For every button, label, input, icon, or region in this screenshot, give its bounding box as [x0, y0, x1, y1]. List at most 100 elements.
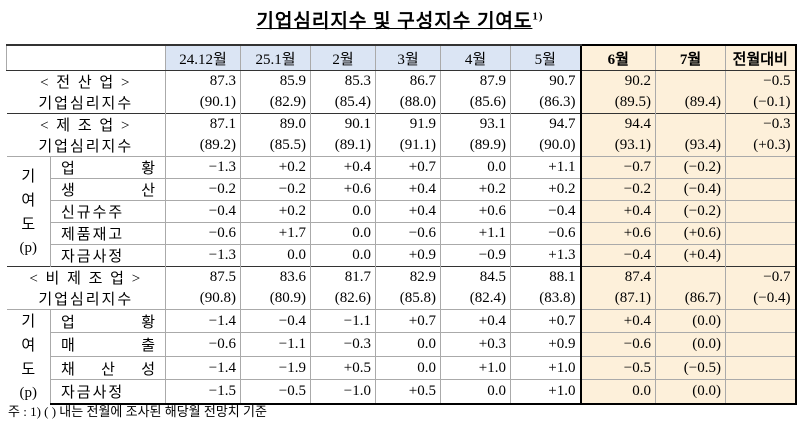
- cell: 0.0: [579, 379, 656, 406]
- cell: −0.4: [510, 200, 581, 223]
- contrib-row: 자금사정 −1.3 0.0 0.0 +0.9 −0.9 +1.3 −0.4 (+0.4): [7, 244, 797, 267]
- contrib-label: 기여도 (p): [6, 309, 51, 404]
- cell: 0.0: [310, 200, 376, 223]
- contrib-row: 자금사정 −1.5 −0.5 −1.0 +0.5 0.0 +1.0 0.0 (0.0): [7, 379, 797, 406]
- cell: −1.3: [165, 244, 241, 267]
- row-label: < 전 산 업 >: [6, 70, 166, 92]
- column-header: 3월: [375, 44, 441, 71]
- title: 기업심리지수 및 구성지수 기여도: [256, 11, 533, 32]
- row-label: 기업심리지수: [38, 96, 134, 112]
- contrib-row: 기여도 (p) 업 황 −1.4 −0.4 −1.1 +0.7 +0.4 +0.7 +0.4 (0.…: [6, 308, 797, 404]
- cell: [725, 308, 797, 333]
- cell: +0.4: [375, 200, 441, 223]
- cell: (−0.1): [725, 92, 797, 114]
- cell: 94.4: [579, 113, 656, 135]
- cell: (83.8): [510, 288, 581, 310]
- cell: −0.5: [240, 379, 311, 406]
- cell: (85.8): [375, 288, 441, 310]
- table-body: 24.12월 25.1월 2월 3월 4월 5월 6월 7월 전월대비 < 전 산 업 >87.3…: [6, 44, 797, 406]
- cell: 83.6: [240, 266, 311, 288]
- cell: [725, 379, 797, 406]
- item-label: 자금사정: [50, 379, 166, 406]
- cell: [655, 266, 726, 288]
- cell: +1.7: [240, 222, 311, 245]
- contrib-row: 채 산 성 −1.4 −1.9 +0.5 0.0 +1.0 +1.0 −0.5 (−0.5): [7, 355, 797, 380]
- cell: +0.2: [440, 178, 511, 201]
- cell: 0.0: [310, 244, 376, 267]
- contrib-row: 생 산 −0.2 −0.2 +0.6 +0.4 +0.2 +0.2 −0.2 (−0.4): [7, 178, 797, 201]
- cell: 0.0: [440, 379, 511, 406]
- cell: −0.7: [725, 266, 797, 288]
- cell: 89.0: [240, 113, 311, 135]
- row-label: 기업심리지수: [38, 292, 134, 308]
- cell: −0.4: [240, 308, 311, 333]
- cell: +0.6: [440, 200, 511, 223]
- cell: +0.7: [375, 308, 441, 333]
- cell: (80.9): [240, 288, 311, 310]
- cell: +0.4: [440, 308, 511, 333]
- cell: −1.3: [165, 156, 241, 179]
- cell: −0.4: [165, 200, 241, 223]
- cell: (89.2): [165, 135, 241, 157]
- contrib-title: 기여도: [21, 168, 36, 233]
- title-note: 1): [532, 10, 544, 23]
- cell: +0.9: [510, 332, 581, 357]
- cell: +1.1: [440, 222, 511, 245]
- cell: 87.3: [165, 70, 241, 92]
- item-label: 제품재고: [50, 222, 166, 245]
- cell: −0.2: [165, 178, 241, 201]
- cell: (−0.5): [655, 355, 726, 380]
- cell: (−0.4): [655, 178, 726, 201]
- cell: +1.0: [440, 355, 511, 380]
- cell: (+0.6): [655, 222, 726, 245]
- cell: 93.1: [440, 113, 511, 135]
- item-label: 매 출: [50, 332, 166, 357]
- cell: −0.2: [240, 178, 311, 201]
- cell: (0.0): [655, 332, 726, 357]
- cell: [725, 156, 797, 179]
- cell: (88.0): [375, 92, 441, 114]
- cell: +0.7: [510, 308, 581, 333]
- cell: 0.0: [375, 355, 441, 380]
- cell: (−0.2): [655, 200, 726, 223]
- cell: [725, 178, 797, 201]
- cell: (89.5): [579, 92, 656, 114]
- cell: −1.0: [310, 379, 376, 406]
- cell: +0.5: [375, 379, 441, 406]
- cell: −1.1: [310, 308, 376, 333]
- cell: −0.4: [579, 244, 656, 267]
- item-label: 자금사정: [50, 244, 166, 267]
- cell: 0.0: [240, 244, 311, 267]
- cell: −0.6: [165, 222, 241, 245]
- cell: −0.5: [579, 355, 656, 380]
- cell: (0.0): [655, 379, 726, 406]
- column-header: 4월: [440, 44, 511, 71]
- header-blank: [6, 44, 166, 71]
- cell: [725, 332, 797, 357]
- cell: −1.9: [240, 355, 311, 380]
- index-row: < 전 산 업 >87.3 85.9 85.3 86.7 87.9 90.7 90.2 −0.…: [6, 70, 797, 92]
- column-header: 25.1월: [240, 44, 311, 71]
- cell: 87.5: [165, 266, 241, 288]
- cell: +0.9: [375, 244, 441, 267]
- header-row: 24.12월 25.1월 2월 3월 4월 5월 6월 7월 전월대비: [6, 44, 797, 71]
- cell: +0.4: [310, 156, 376, 179]
- cell: −0.6: [165, 332, 241, 357]
- cell: (82.6): [310, 288, 376, 310]
- cell: (82.4): [440, 288, 511, 310]
- cell: 82.9: [375, 266, 441, 288]
- column-header: 6월: [579, 44, 656, 71]
- cell: 87.4: [579, 266, 656, 288]
- index-row: < 제 조 업 >87.1 89.0 90.1 91.9 93.1 94.7 94.4 −0.…: [6, 113, 797, 135]
- cell: 85.9: [240, 70, 311, 92]
- cell: −0.6: [510, 222, 581, 245]
- contrib-row: 신규수주 −0.4 +0.2 0.0 +0.4 +0.6 −0.4 +0.4 (−0.2): [7, 200, 797, 223]
- cell: −0.6: [579, 332, 656, 357]
- cell: +0.4: [375, 178, 441, 201]
- cell: (85.4): [310, 92, 376, 114]
- column-header: 전월대비: [725, 44, 797, 71]
- contrib-title: 기여도: [21, 314, 36, 378]
- cell: 0.0: [440, 156, 511, 179]
- cell: 90.1: [310, 113, 376, 135]
